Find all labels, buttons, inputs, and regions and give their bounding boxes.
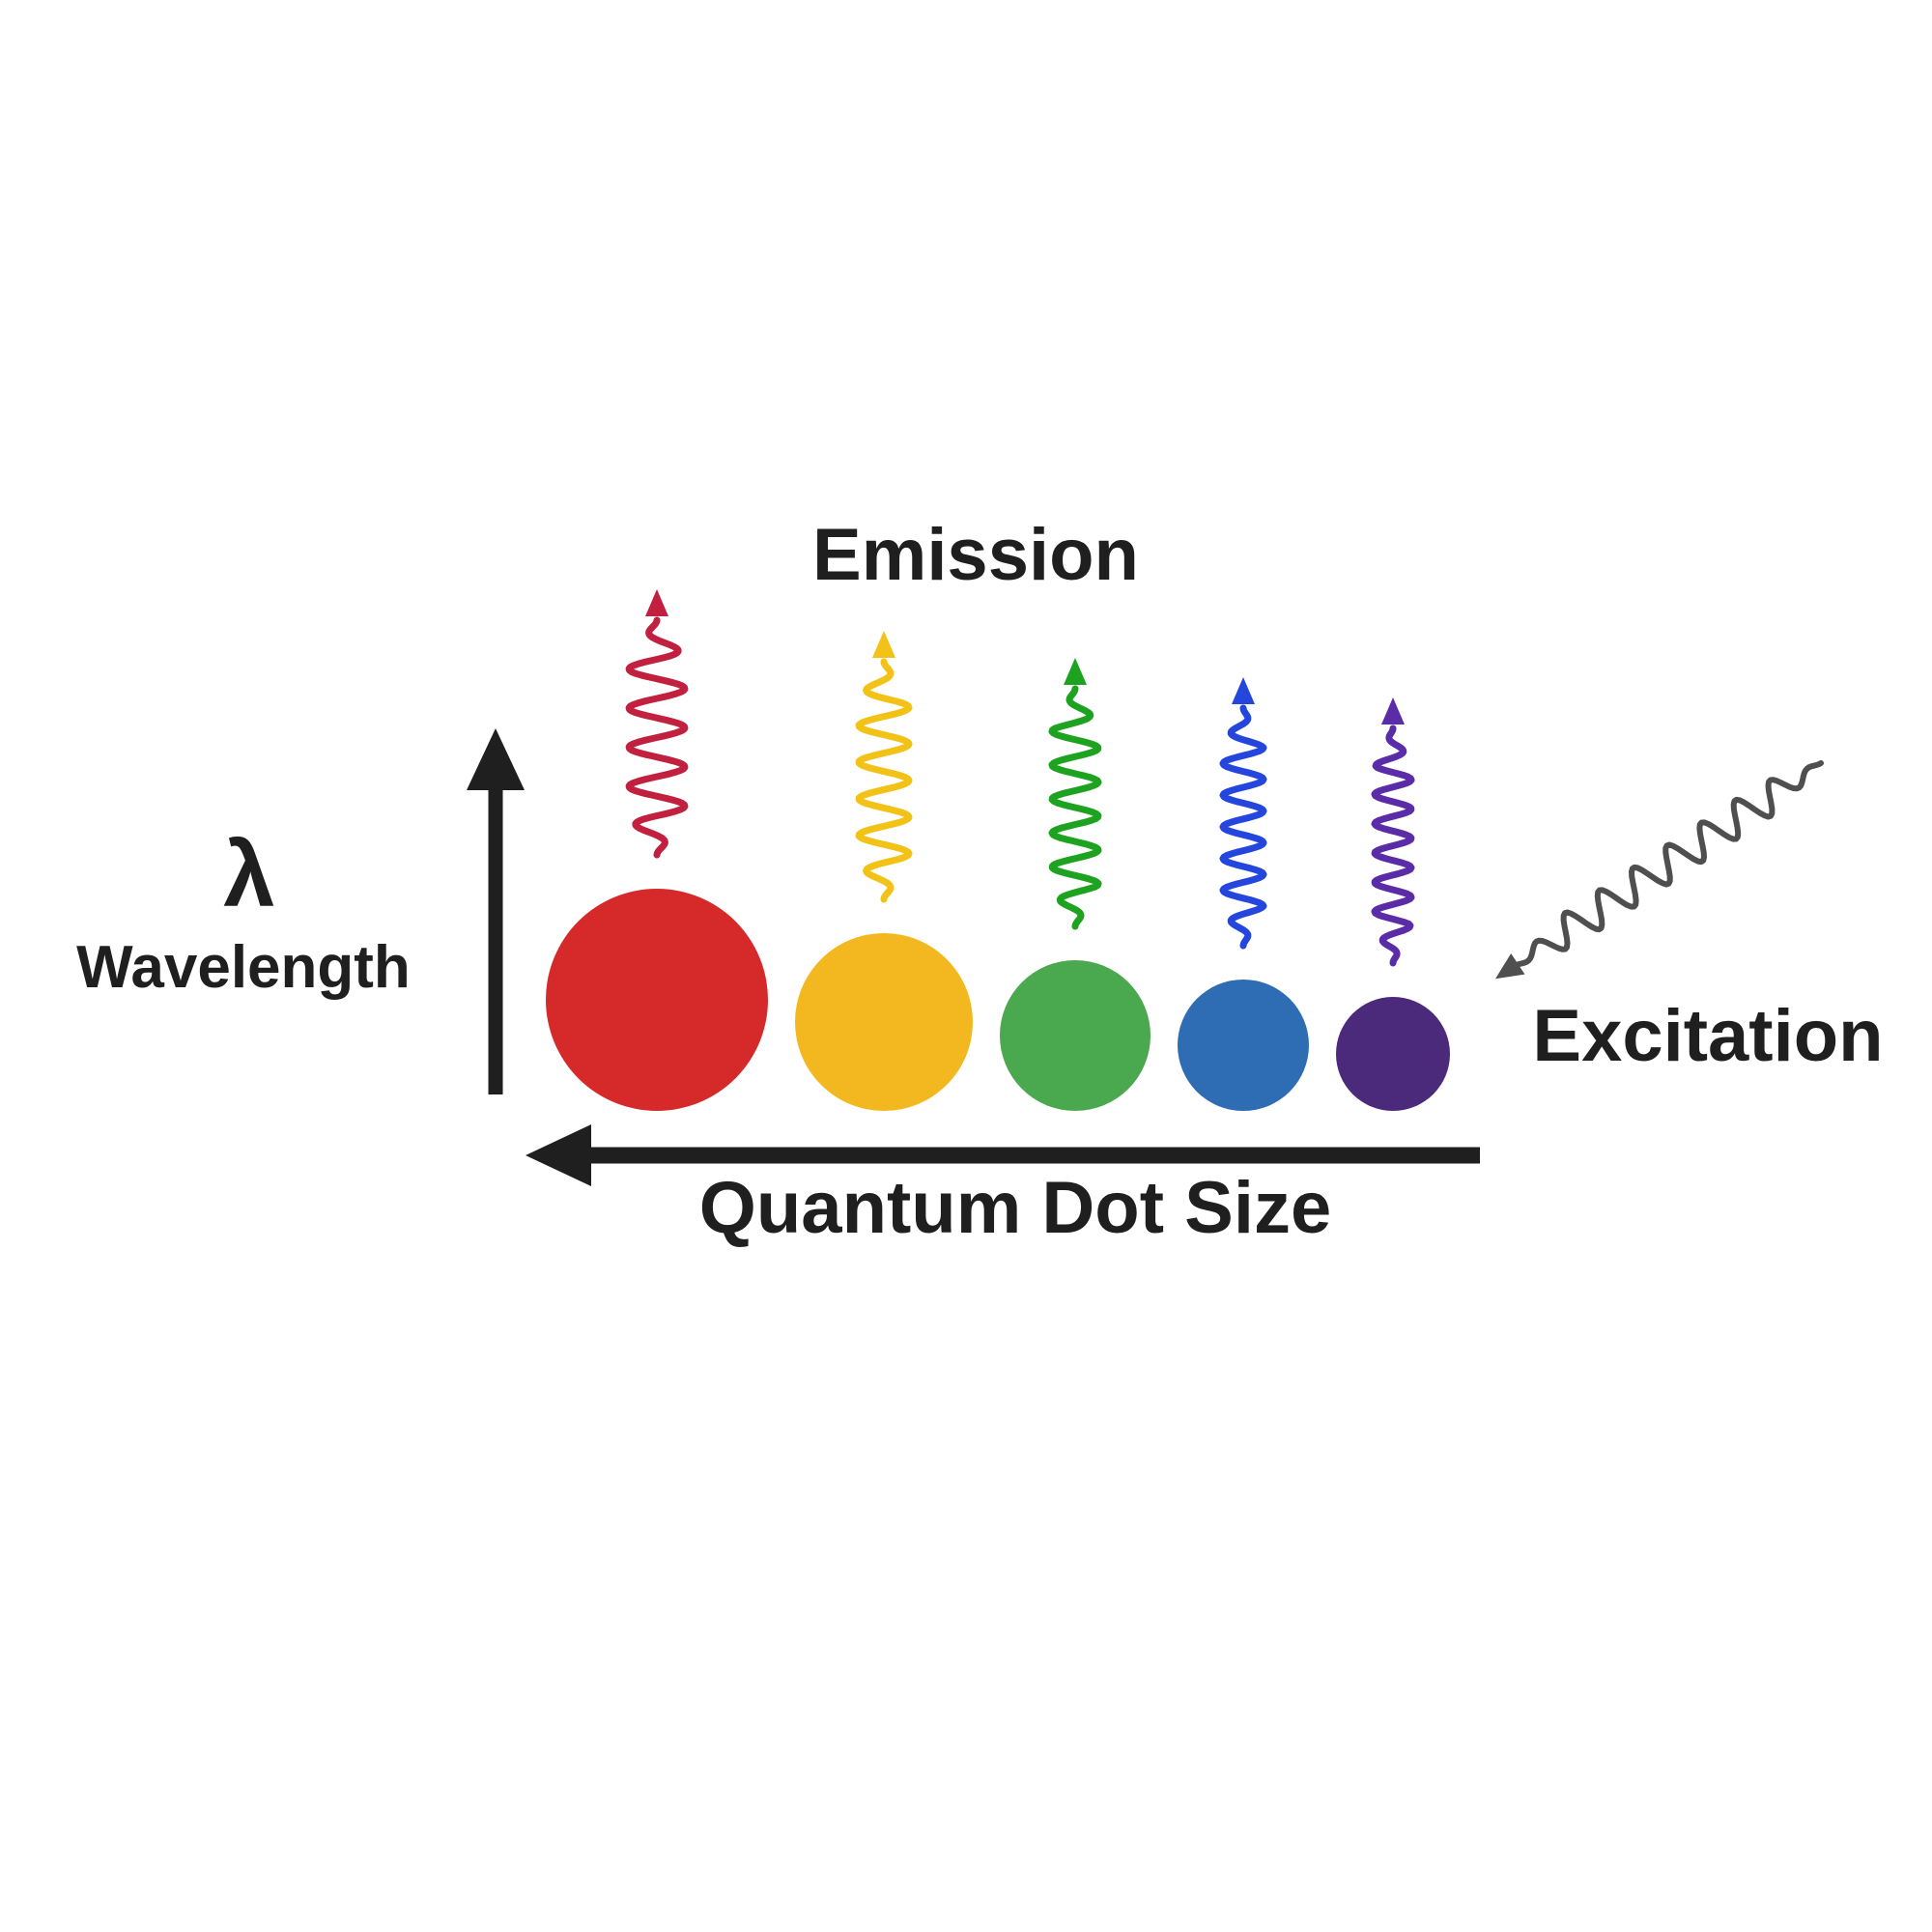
yellow-quantum-dot [795,933,973,1111]
blue-quantum-dot-emission-arrowhead [1232,677,1255,704]
size-axis [526,1124,1480,1186]
red-quantum-dot-group [546,589,768,1111]
size-axis-label: Quantum Dot Size [699,1167,1331,1249]
wavelength-axis-label: Wavelength [76,934,411,1001]
size-axis-arrowhead [526,1124,591,1186]
red-quantum-dot-emission-arrowhead [645,589,668,616]
wavelength-axis [467,728,525,1094]
blue-quantum-dot [1178,980,1309,1111]
blue-quantum-dot-group [1178,677,1309,1111]
green-quantum-dot-emission-wave [1048,685,1102,930]
excitation-label: Excitation [1532,995,1883,1077]
yellow-quantum-dot-group [795,631,973,1111]
red-quantum-dot [546,889,768,1111]
green-quantum-dot [1000,960,1151,1111]
purple-quantum-dot-emission-arrowhead [1381,697,1405,724]
quantum-dots [546,589,1450,1111]
purple-quantum-dot [1336,997,1450,1111]
purple-quantum-dot-group [1336,697,1450,1111]
excitation-beam [1495,760,1824,980]
red-quantum-dot-emission-wave [625,616,689,859]
yellow-quantum-dot-emission-arrowhead [872,631,895,658]
yellow-quantum-dot-emission-wave [855,658,913,903]
lambda-symbol: λ [223,823,274,926]
emission-label: Emission [812,514,1139,596]
wavelength-axis-arrowhead [467,728,525,790]
excitation-wave [1512,760,1824,969]
green-quantum-dot-group [1000,658,1151,1111]
purple-quantum-dot-emission-wave [1371,724,1415,967]
excitation-arrowhead [1495,953,1525,980]
green-quantum-dot-emission-arrowhead [1064,658,1087,685]
blue-quantum-dot-emission-wave [1219,704,1267,950]
